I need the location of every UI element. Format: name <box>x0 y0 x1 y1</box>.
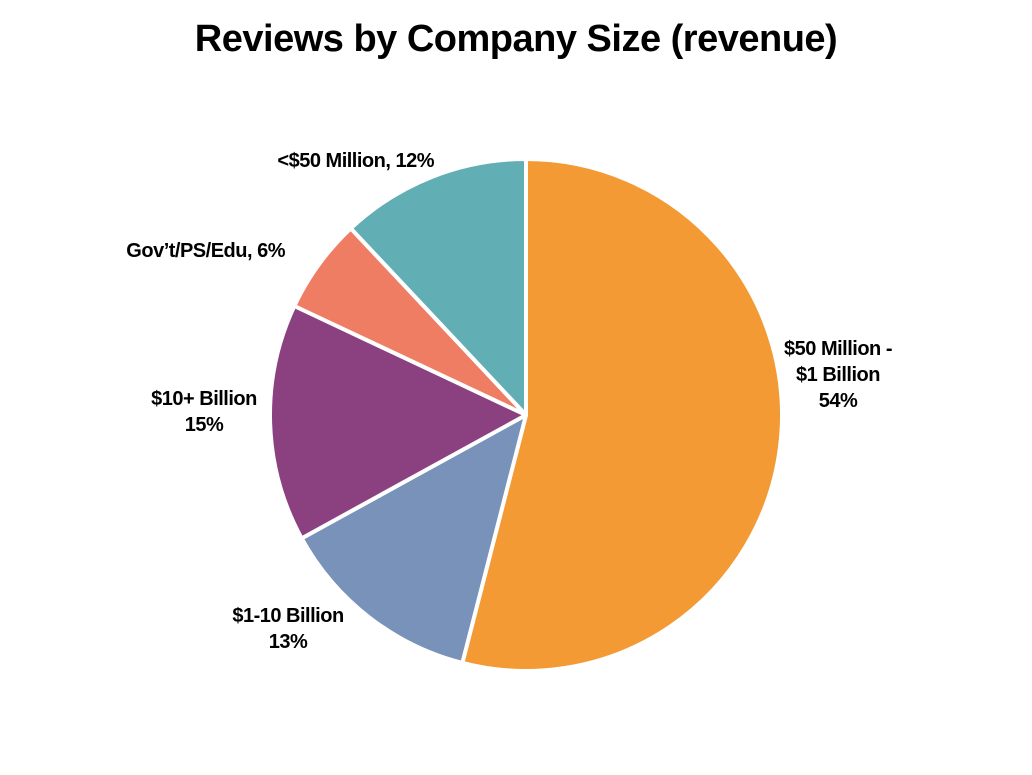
slice-label-line: Gov’t/PS/Edu, 6% <box>126 240 285 262</box>
slice-label-line: $10+ Billion <box>151 388 257 410</box>
slice-label-line: 13% <box>269 631 308 653</box>
pie-slice-0 <box>460 157 784 673</box>
slice-label-line: 15% <box>185 414 224 436</box>
slice-label-2: $10+ Billion 15% <box>151 388 257 436</box>
slice-label-line: $50 Million - <box>784 338 892 360</box>
pie-slice-2 <box>268 304 528 541</box>
pie-slice-1 <box>299 413 528 665</box>
slice-label-line: <$50 Million, 12% <box>277 150 434 172</box>
slice-label-3: Gov’t/PS/Edu, 6% <box>126 240 285 262</box>
slice-label-line: $1 Billion <box>796 364 880 386</box>
slice-label-1: $1-10 Billion 13% <box>232 605 343 653</box>
chart-title: Reviews by Company Size (revenue) <box>194 18 838 60</box>
slice-label-line: $1-10 Billion <box>232 605 343 627</box>
slice-label-line: 54% <box>819 390 858 412</box>
pie-slice-4 <box>348 157 528 417</box>
pie-labels: $50 Million - $1 Billion 54% $1-10 Billion 1… <box>126 150 892 653</box>
slice-label-0: $50 Million - $1 Billion 54% <box>784 338 892 412</box>
slice-label-4: <$50 Million, 12% <box>277 150 434 172</box>
pie-slices <box>268 157 784 673</box>
